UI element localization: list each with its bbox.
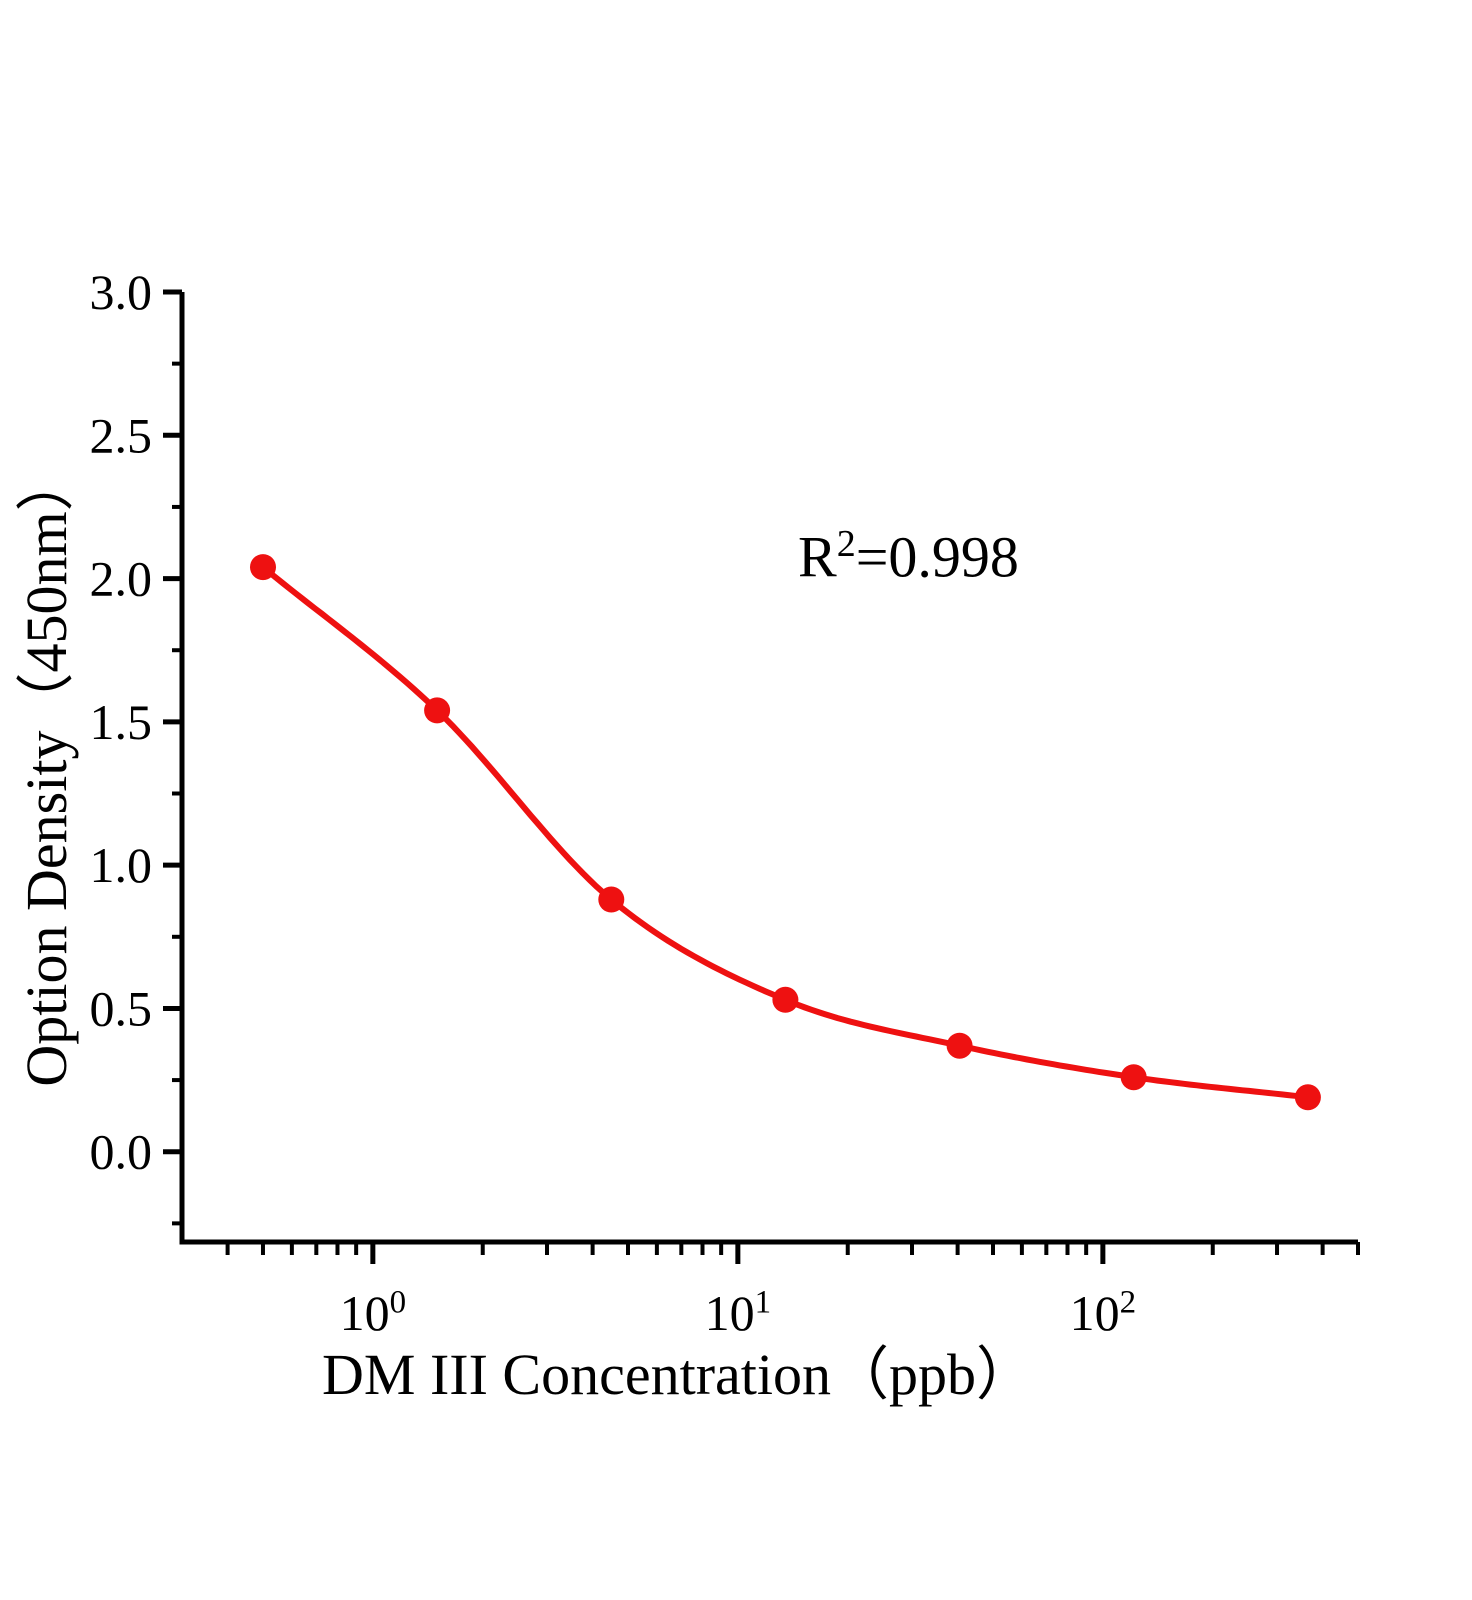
data-point-3	[598, 886, 625, 913]
y-axis-title: Option Density（450nm）	[14, 453, 80, 1087]
data-point-7	[1294, 1084, 1321, 1111]
x-axis-title: DM III Concentration（ppb）	[322, 1342, 1034, 1407]
x-tick-label-exponent: 0	[389, 1284, 407, 1321]
x-tick-label-base: 10	[339, 1285, 390, 1341]
axis-lines	[179, 292, 1358, 1245]
r-squared-base: R	[798, 524, 837, 590]
y-major-ticks: 3.0 2.5 2.0 1.5 1.0 0.5 0.0	[90, 264, 182, 1180]
x-tick-label-exponent: 2	[1119, 1284, 1137, 1321]
r-squared-value: =0.998	[855, 524, 1019, 590]
x-tick-label-10^2: 102	[1070, 1284, 1137, 1342]
fit-curve	[260, 564, 1311, 1101]
data-point-5	[946, 1032, 973, 1059]
x-tick-label-exponent: 1	[754, 1284, 772, 1321]
x-tick-label-base: 10	[1069, 1285, 1120, 1341]
x-major-ticks	[370, 1242, 1106, 1264]
data-point-6	[1120, 1064, 1147, 1091]
y-tick-label-2.0: 2.0	[90, 551, 153, 607]
data-point-4	[772, 986, 799, 1013]
data-points	[250, 554, 1321, 1111]
y-tick-label-0.5: 0.5	[90, 980, 153, 1036]
y-tick-label-1.5: 1.5	[90, 694, 153, 750]
x-tick-label-10^1: 101	[705, 1284, 772, 1342]
x-minor-ticks	[225, 1242, 1360, 1255]
y-minor-ticks	[172, 361, 182, 1226]
x-tick-label-base: 10	[704, 1285, 755, 1341]
r-squared-exponent: 2	[836, 523, 856, 565]
data-point-1	[250, 554, 276, 581]
y-tick-label-2.5: 2.5	[90, 407, 153, 463]
y-tick-label-1.0: 1.0	[90, 837, 153, 893]
y-tick-label-0.0: 0.0	[90, 1124, 153, 1180]
r-squared-annotation: R2=0.998	[798, 522, 1019, 590]
y-tick-label-3.0: 3.0	[90, 264, 153, 320]
x-tick-label-10^0: 100	[340, 1284, 407, 1342]
data-point-2	[424, 697, 451, 724]
